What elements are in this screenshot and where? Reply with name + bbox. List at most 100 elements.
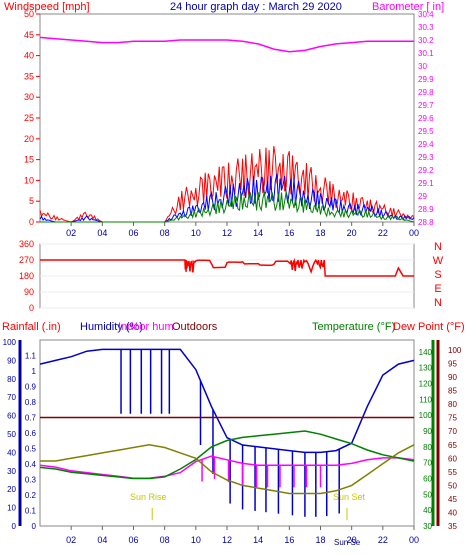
temperature-y-tick: 50 [423, 490, 432, 499]
temperature-y-tick: 70 [423, 459, 432, 468]
wind-y-tick: 50 [24, 9, 34, 19]
bottom-series-temperature [39, 430, 415, 480]
barometer-y-tick: 29.9 [418, 75, 434, 84]
bottom-x-tick: 10 [191, 535, 201, 545]
compass-letter-e: E [434, 283, 441, 295]
direction-y-tick: 180 [19, 271, 34, 281]
wind-x-tick: 04 [97, 228, 107, 238]
humidity-y-tick: 70 [7, 393, 16, 402]
bottom-x-tick: 22 [378, 535, 388, 545]
wind-y-tick: 0 [29, 217, 34, 227]
wind-y-tick: 40 [24, 51, 34, 61]
humidity-y-tick: 40 [7, 448, 16, 457]
sunset-axis-label: Sun Se [334, 538, 361, 547]
dewpoint-y-tick: 85 [448, 387, 457, 396]
temperature-y-tick: 130 [419, 364, 433, 373]
wind-x-tick: 08 [160, 228, 170, 238]
wind-x-tick: 02 [66, 228, 76, 238]
dewpoint-y-tick: 45 [448, 495, 457, 504]
bottom-x-tick: 06 [128, 535, 138, 545]
wind-x-tick: 00 [409, 228, 419, 238]
dewpoint-y-tick: 70 [448, 427, 457, 436]
compass-letter-n: N [434, 241, 442, 253]
temperature-y-tick: 120 [419, 380, 433, 389]
rainfall-label: Rainfall (.in) [2, 321, 61, 333]
wind-y-tick: 25 [24, 113, 34, 123]
temperature-y-tick: 110 [419, 395, 432, 404]
barometer-y-tick: 28.8 [418, 218, 434, 227]
compass-letter-w: W [433, 255, 444, 267]
rainfall-y-tick: 0.9 [25, 383, 37, 392]
sunset-label: Sun Set [333, 492, 366, 502]
wind-x-tick: 06 [128, 228, 138, 238]
wind-y-tick: 5 [29, 196, 34, 206]
temperature-y-tick: 100 [419, 411, 433, 420]
humidity-label: Humidity (%) [80, 321, 143, 333]
temperature-y-tick: 40 [423, 506, 432, 515]
wind-y-tick: 30 [24, 92, 34, 102]
barometer-y-tick: 29.1 [418, 179, 434, 188]
bottom-x-tick: 14 [253, 535, 263, 545]
compass-letter-s: S [434, 269, 441, 281]
compass-letter-n: N [434, 297, 442, 309]
barometer-y-tick: 29 [418, 192, 427, 201]
wind-y-tick: 10 [24, 175, 34, 185]
sunrise-label: Sun Rise [130, 492, 167, 502]
barometer-y-tick: 28.9 [418, 205, 434, 214]
humidity-y-tick: 20 [7, 485, 16, 494]
wind-y-tick: 20 [24, 134, 34, 144]
dewpoint-y-tick: 100 [448, 346, 462, 355]
temperature-y-tick: 140 [419, 348, 433, 357]
humidity-y-tick: 90 [7, 356, 16, 365]
barometer-y-tick: 30.3 [418, 23, 434, 32]
barometer-y-tick: 29.6 [418, 114, 434, 123]
dewpoint-y-tick: 90 [448, 373, 457, 382]
dewpoint-y-tick: 80 [448, 400, 457, 409]
outdoors-label: Outdoors [172, 321, 218, 333]
wind-series-low [40, 191, 415, 223]
rainfall-y-tick: 1.1 [25, 352, 37, 361]
bottom-series-indoor-hum [39, 455, 415, 479]
bottom-series-dew-point [40, 444, 415, 495]
dewpoint-y-tick: 60 [448, 454, 457, 463]
rainfall-y-tick: 0 [32, 522, 37, 531]
temperature-y-tick: 30 [423, 522, 432, 531]
barometer-y-tick: 30 [418, 62, 427, 71]
dewpoint-y-tick: 40 [448, 508, 457, 517]
wind-y-tick: 35 [24, 71, 34, 81]
rainfall-y-tick: 0.4 [25, 460, 37, 469]
dewpoint-label: Dew Point (°F) [393, 321, 465, 333]
dewpoint-y-tick: 75 [448, 414, 457, 423]
wind-series-barometer [39, 36, 414, 53]
direction-series [40, 258, 414, 277]
rainfall-y-tick: 1 [32, 367, 37, 376]
direction-y-tick: 90 [24, 287, 34, 297]
humidity-y-tick: 10 [7, 504, 16, 513]
humidity-y-tick: 30 [7, 467, 16, 476]
dewpoint-y-tick: 95 [448, 360, 457, 369]
direction-y-tick: 270 [19, 255, 34, 265]
wind-x-tick: 10 [191, 228, 201, 238]
rainfall-y-tick: 0.7 [25, 414, 37, 423]
barometer-y-tick: 29.5 [418, 127, 434, 136]
dewpoint-y-tick: 55 [448, 468, 457, 477]
temperature-y-tick: 90 [423, 427, 432, 436]
barometer-y-tick: 29.2 [418, 166, 434, 175]
temperature-label: Temperature (°F) [312, 321, 395, 333]
wind-y-tick: 15 [24, 155, 34, 165]
humidity-y-tick: 0 [12, 522, 17, 531]
direction-y-tick: 0 [29, 303, 34, 313]
rainfall-y-tick: 0.8 [25, 398, 37, 407]
barometer-y-tick: 29.3 [418, 153, 434, 162]
barometer-title: Barometer [ in] [372, 1, 444, 13]
bottom-x-tick: 02 [66, 535, 76, 545]
direction-y-tick: 360 [19, 239, 34, 249]
windspeed-title: Windspeed [mph] [4, 1, 90, 13]
barometer-y-tick: 30.2 [418, 36, 434, 45]
wind-x-tick: 16 [284, 228, 294, 238]
rainfall-y-tick: 0.1 [25, 507, 37, 516]
wind-x-tick: 22 [378, 228, 388, 238]
